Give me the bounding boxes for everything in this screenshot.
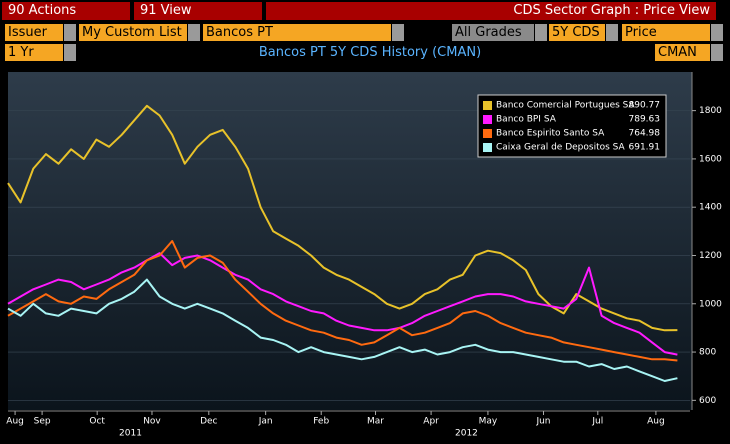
dropdown[interactable] (711, 24, 723, 41)
legend-label: Caixa Geral de Depositos SA (496, 143, 626, 153)
x-tick-label: Mar (367, 417, 384, 427)
plot-background (8, 72, 692, 410)
x-tick-label: Nov (143, 417, 161, 427)
legend-value: 764.98 (629, 129, 661, 139)
x-tick-label: Oct (89, 417, 105, 427)
dropdown[interactable] (711, 44, 723, 61)
y-tick-label: 1200 (699, 251, 722, 261)
year-label: 2012 (455, 429, 478, 439)
screen-title: CDS Sector Graph : Price View (266, 2, 716, 20)
legend-value: 691.91 (629, 143, 661, 153)
x-tick-label: Jul (591, 417, 603, 427)
y-tick-label: 1800 (699, 106, 722, 116)
grades-field[interactable]: All Grades (452, 24, 534, 41)
list-name-field[interactable]: Bancos PT (203, 24, 391, 41)
x-tick-label: Aug (647, 417, 665, 427)
legend-value: 890.77 (629, 101, 661, 111)
legend-swatch (483, 115, 492, 124)
view-menu[interactable]: 91 View (134, 2, 262, 20)
legend-box (477, 94, 667, 158)
year-label: 2011 (119, 429, 142, 439)
y-tick-label: 1400 (699, 203, 722, 213)
list-field[interactable]: My Custom List (79, 24, 187, 41)
measure-field[interactable]: Price (622, 24, 710, 41)
legend-label: Banco Comercial Portugues SA (496, 101, 636, 111)
dropdown[interactable] (64, 24, 76, 41)
legend-swatch (483, 129, 492, 138)
legend-swatch (483, 101, 492, 110)
legend-swatch (483, 143, 492, 152)
x-tick-label: Jun (535, 417, 550, 427)
x-tick-label: Sep (34, 417, 51, 427)
x-tick-label: Apr (423, 417, 439, 427)
legend-label: Banco Espirito Santo SA (496, 129, 605, 139)
x-tick-label: May (479, 417, 498, 427)
y-tick-label: 1000 (699, 299, 722, 309)
dropdown[interactable] (188, 24, 200, 41)
x-tick-label: Dec (200, 417, 217, 427)
dropdown[interactable] (392, 24, 404, 41)
chart-title: Bancos PT 5Y CDS History (CMAN) (258, 45, 482, 60)
series-line (7, 252, 678, 356)
dropdown[interactable] (64, 44, 76, 61)
series-line (7, 240, 678, 362)
series-line (7, 278, 678, 382)
legend-value: 789.63 (629, 115, 661, 125)
series-line (7, 104, 678, 332)
y-tick-label: 1600 (699, 154, 722, 164)
x-tick-label: Aug (6, 417, 24, 427)
x-tick-label: Feb (313, 417, 329, 427)
x-tick-label: Jan (258, 417, 273, 427)
legend-label: Banco BPI SA (496, 115, 557, 125)
actions-menu[interactable]: 90 Actions (2, 2, 130, 20)
y-tick-label: 600 (699, 396, 716, 406)
dropdown[interactable] (535, 24, 547, 41)
period-field[interactable]: 1 Yr (5, 44, 63, 61)
dropdown[interactable] (606, 24, 618, 41)
y-tick-label: 800 (699, 348, 716, 358)
tenor-field[interactable]: 5Y CDS (549, 24, 605, 41)
source-field[interactable]: CMAN (655, 44, 710, 61)
issuer-field[interactable]: Issuer (5, 24, 63, 41)
